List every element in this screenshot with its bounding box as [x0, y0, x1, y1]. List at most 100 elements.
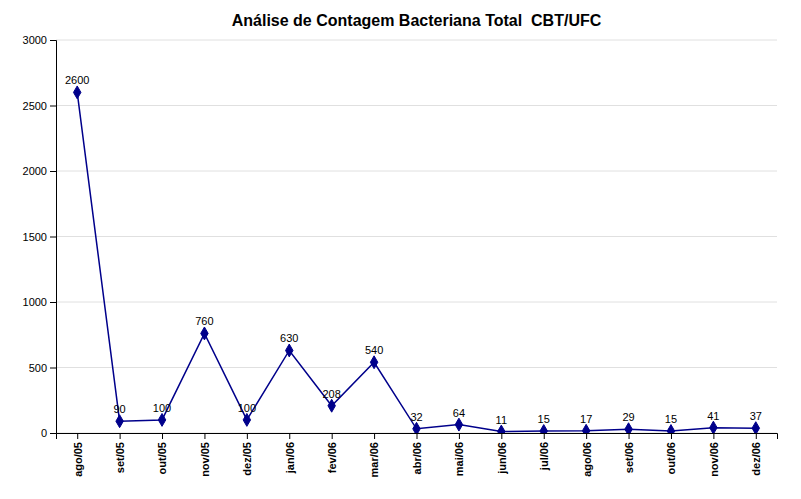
tick: jan/06	[284, 433, 296, 474]
tick-mark	[629, 433, 630, 439]
tick: 1500	[23, 231, 56, 243]
data-label: 760	[195, 315, 213, 327]
grid-line	[56, 105, 777, 106]
tick: dez/06	[750, 433, 762, 476]
tick-label: abr/06	[411, 442, 423, 474]
data-label: 64	[453, 407, 465, 419]
tick-label: ago/05	[72, 442, 84, 477]
tick-label: fev/06	[326, 442, 338, 473]
marker	[582, 424, 589, 433]
tick: dez/05	[241, 433, 253, 476]
tick: 500	[29, 362, 56, 374]
tick-label: 1000	[23, 296, 47, 308]
tick-label: 500	[29, 362, 47, 374]
tick-label: nov/05	[199, 442, 211, 477]
tick: abr/06	[411, 433, 423, 474]
marks	[73, 86, 759, 433]
marker	[201, 327, 208, 340]
marker	[328, 399, 335, 412]
data-label: 90	[113, 403, 125, 415]
tick: out/05	[156, 433, 168, 474]
data-label: 630	[280, 332, 298, 344]
tick-mark	[374, 433, 375, 439]
tick: set/05	[114, 433, 126, 473]
marker	[667, 425, 674, 433]
tick-mark	[417, 433, 418, 439]
tick-label: nov/06	[708, 442, 720, 477]
tick-mark	[756, 433, 757, 439]
tick-mark	[713, 433, 714, 439]
tick-mark	[544, 433, 545, 439]
tick: nov/05	[199, 433, 211, 477]
tick-mark	[50, 302, 56, 303]
tick-label: 0	[41, 427, 47, 439]
tick: set/06	[623, 433, 635, 473]
tick-label: 2500	[23, 100, 47, 112]
tick-mark	[50, 237, 56, 238]
y-axis: 0 500 1000 1500 2000 2500 3000	[23, 34, 57, 439]
tick: ago/06	[580, 433, 592, 477]
marker	[710, 421, 717, 433]
data-label: 15	[665, 413, 677, 425]
marker	[413, 422, 420, 433]
tick-label: 3000	[23, 34, 47, 46]
tick-mark	[50, 368, 56, 369]
chart: 0 500 1000 1500 2000 2500 3000 ago/05 set/05 out/…	[0, 0, 801, 499]
tick-label: out/06	[665, 442, 677, 474]
marker	[752, 422, 759, 433]
tick: fev/06	[326, 433, 338, 473]
tick: jul/06	[538, 433, 550, 471]
tick-mark	[162, 433, 163, 439]
marker	[286, 344, 293, 357]
tick: 2500	[23, 100, 56, 112]
tick-label: ago/06	[580, 442, 592, 477]
data-label: 17	[580, 413, 592, 425]
tick: mar/06	[368, 433, 380, 477]
marker	[540, 425, 547, 433]
tick: jun/06	[496, 433, 508, 475]
grid-line	[56, 302, 777, 303]
tick-mark	[501, 433, 502, 439]
tick-mark	[247, 433, 248, 439]
data-label: 2600	[65, 74, 89, 86]
marker	[73, 86, 80, 99]
axis-line	[50, 41, 57, 434]
marker	[498, 425, 505, 433]
marker	[158, 413, 165, 426]
tick-mark	[289, 433, 290, 439]
line	[77, 92, 756, 431]
tick-mark	[77, 433, 78, 439]
tick-label: 2000	[23, 165, 47, 177]
tick-mark	[120, 433, 121, 439]
tick-mark	[459, 433, 460, 439]
tick: out/06	[665, 433, 677, 474]
marker	[243, 413, 250, 426]
tick-label: mai/06	[453, 442, 465, 476]
title: Análise de Contagem Bacteriana Total CBT…	[232, 12, 602, 29]
marker	[116, 415, 123, 428]
tick-mark	[50, 171, 56, 172]
tick-mark	[50, 433, 56, 434]
tick: 1000	[23, 296, 56, 308]
tick-mark	[50, 40, 56, 41]
grid-line	[56, 367, 777, 368]
marker	[370, 356, 377, 369]
data-label: 208	[322, 388, 340, 400]
tick: mai/06	[453, 433, 465, 476]
marker	[455, 418, 462, 431]
data-labels: 2600901007601006302085403264111517291541…	[65, 74, 762, 425]
x-axis: ago/05 set/05 out/05 nov/05 dez/05 jan/06 fev/…	[57, 433, 778, 477]
tick-label: jun/06	[496, 442, 508, 475]
tick-label: set/05	[114, 442, 126, 473]
data-label: 100	[153, 402, 171, 414]
tick: 2000	[23, 165, 56, 177]
tick-mark	[586, 433, 587, 439]
data-label: 37	[750, 410, 762, 422]
marker	[625, 423, 632, 433]
tick-mark	[671, 433, 672, 439]
tick-label: 1500	[23, 231, 47, 243]
grid-line	[56, 40, 777, 41]
tick: 3000	[23, 34, 56, 46]
grid-line	[56, 236, 777, 237]
data-label: 15	[538, 413, 550, 425]
